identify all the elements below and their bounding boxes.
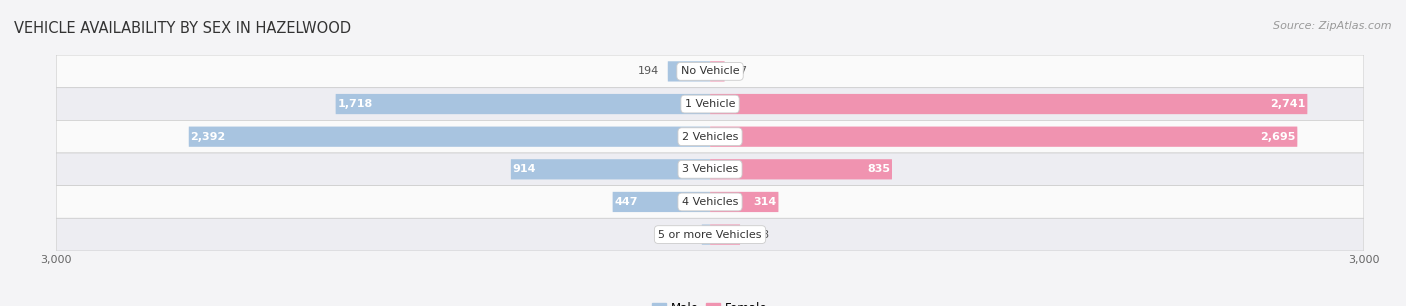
FancyBboxPatch shape — [702, 225, 710, 245]
Text: 314: 314 — [754, 197, 776, 207]
Text: Source: ZipAtlas.com: Source: ZipAtlas.com — [1274, 21, 1392, 32]
Text: 2 Vehicles: 2 Vehicles — [682, 132, 738, 142]
Legend: Male, Female: Male, Female — [648, 297, 772, 306]
FancyBboxPatch shape — [710, 225, 740, 245]
Text: 4 Vehicles: 4 Vehicles — [682, 197, 738, 207]
Text: 1 Vehicle: 1 Vehicle — [685, 99, 735, 109]
FancyBboxPatch shape — [56, 88, 1364, 120]
FancyBboxPatch shape — [613, 192, 710, 212]
Text: 914: 914 — [513, 164, 536, 174]
Text: 194: 194 — [638, 66, 659, 76]
FancyBboxPatch shape — [56, 120, 1364, 153]
FancyBboxPatch shape — [510, 159, 710, 179]
Text: 5 or more Vehicles: 5 or more Vehicles — [658, 230, 762, 240]
FancyBboxPatch shape — [56, 153, 1364, 186]
Text: 2,392: 2,392 — [190, 132, 226, 142]
FancyBboxPatch shape — [710, 192, 779, 212]
Text: 3 Vehicles: 3 Vehicles — [682, 164, 738, 174]
Text: No Vehicle: No Vehicle — [681, 66, 740, 76]
Text: 2,741: 2,741 — [1270, 99, 1306, 109]
Text: 447: 447 — [614, 197, 638, 207]
FancyBboxPatch shape — [56, 55, 1364, 88]
FancyBboxPatch shape — [710, 61, 724, 81]
Text: VEHICLE AVAILABILITY BY SEX IN HAZELWOOD: VEHICLE AVAILABILITY BY SEX IN HAZELWOOD — [14, 21, 352, 36]
Text: 1,718: 1,718 — [337, 99, 373, 109]
Text: 67: 67 — [734, 66, 748, 76]
Text: 38: 38 — [679, 230, 693, 240]
FancyBboxPatch shape — [710, 94, 1308, 114]
FancyBboxPatch shape — [336, 94, 710, 114]
Text: 138: 138 — [749, 230, 770, 240]
FancyBboxPatch shape — [668, 61, 710, 81]
FancyBboxPatch shape — [710, 159, 891, 179]
FancyBboxPatch shape — [710, 127, 1298, 147]
FancyBboxPatch shape — [56, 218, 1364, 251]
FancyBboxPatch shape — [56, 186, 1364, 218]
FancyBboxPatch shape — [188, 127, 710, 147]
Text: 2,695: 2,695 — [1260, 132, 1295, 142]
Text: 835: 835 — [868, 164, 890, 174]
